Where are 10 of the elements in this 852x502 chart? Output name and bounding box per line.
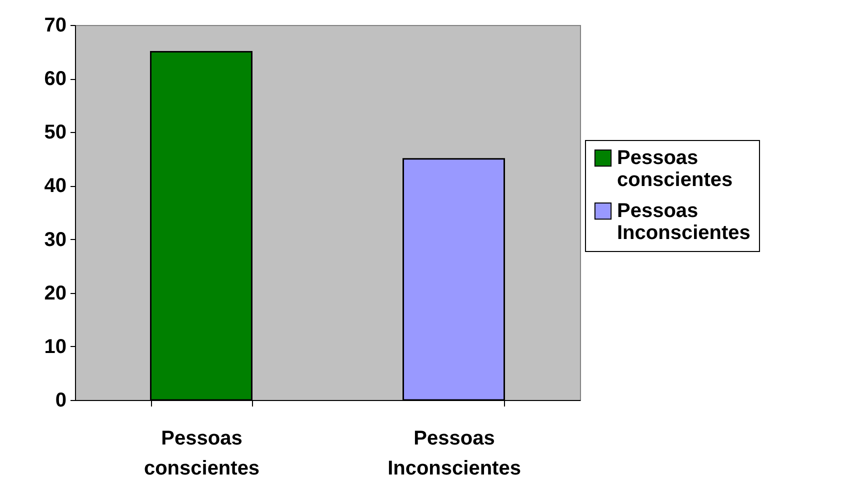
y-tick-label: 70 [44,14,66,36]
y-tick-label: 60 [44,68,66,90]
y-tick-label: 10 [44,336,66,358]
y-tick-label: 50 [44,122,66,144]
legend-label: Pessoas Inconscientes [617,200,750,244]
y-tick-label: 0 [55,390,66,412]
y-tick-label: 20 [44,282,66,304]
legend-label: Pessoas conscientes [617,147,733,191]
y-tick-label: 30 [44,228,66,251]
y-tick-label: 40 [44,175,66,198]
